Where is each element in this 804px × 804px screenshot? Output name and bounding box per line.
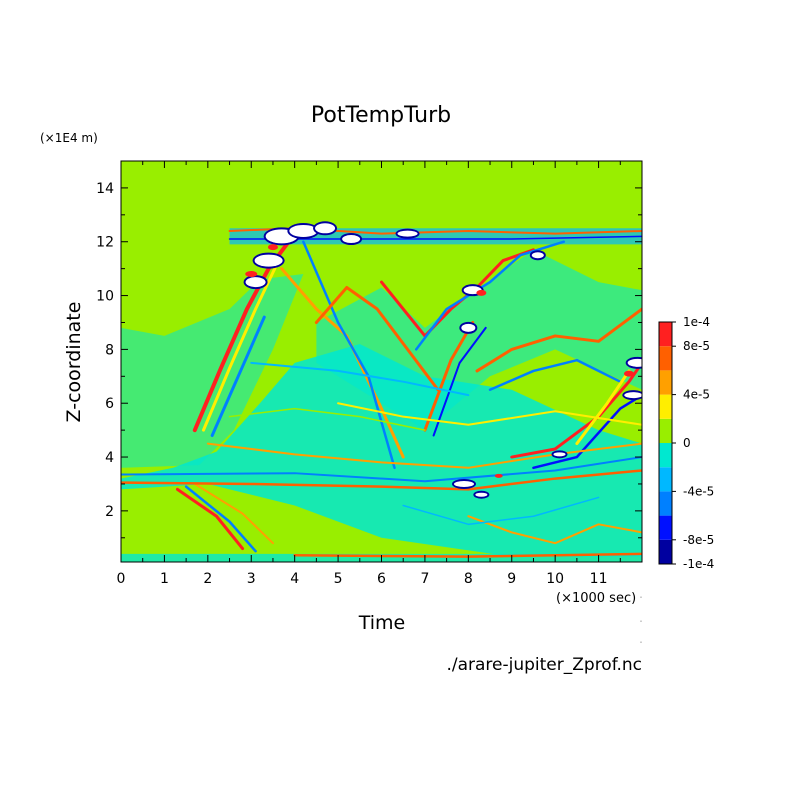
x-axis: 0 1 2 3 4 5 6 7 8 9 10 11	[117, 161, 621, 587]
colorbar-label: -1e-4	[683, 557, 714, 571]
field-band	[432, 326, 487, 437]
x-axis-label: Time	[358, 612, 406, 634]
field-band	[184, 485, 257, 553]
field-band	[228, 235, 642, 240]
chart-title: PotTempTurb	[311, 103, 451, 128]
extreme-patch	[289, 224, 318, 237]
colorbar-swatch	[659, 370, 672, 395]
x-tick-label: 6	[377, 571, 386, 587]
field-band	[175, 487, 245, 551]
colorbar-swatch	[659, 539, 672, 564]
extreme-patch	[245, 277, 266, 288]
colorbar-swatch	[659, 467, 672, 492]
field-band	[402, 496, 600, 526]
colorbar-label: -4e-5	[683, 484, 714, 498]
x-tick-label: 1	[160, 571, 169, 587]
extreme-patch	[627, 358, 642, 367]
colorbar-swatch	[659, 443, 672, 468]
field-band	[314, 285, 440, 392]
y-tick-label: 12	[96, 235, 114, 251]
field-region	[316, 249, 642, 431]
field-band	[193, 482, 274, 545]
extreme-patch	[494, 473, 503, 478]
y-tick-label: 2	[105, 504, 114, 520]
field-band	[228, 407, 426, 431]
extreme-patch	[531, 252, 544, 259]
x-tick-label: 10	[546, 571, 564, 587]
heatmap-field	[121, 221, 642, 562]
extreme-patch	[623, 370, 634, 377]
field-band	[302, 240, 396, 470]
colorbar-swatch	[659, 346, 672, 371]
extreme-patch	[553, 452, 566, 457]
field-band	[210, 315, 266, 438]
colorbar-swatch	[659, 418, 672, 443]
y-axis: 2 4 6 8 10 12 14	[96, 181, 642, 539]
y-tick-label: 14	[96, 181, 114, 197]
field-band	[206, 442, 642, 469]
colorbar-label: 4e-5	[683, 388, 710, 402]
colorbar-label: -8e-5	[683, 533, 714, 547]
colorbar-swatch	[659, 491, 672, 516]
colorbar-swatch	[659, 322, 672, 347]
field-region	[121, 274, 304, 468]
extreme-patch	[342, 235, 361, 244]
y-tick-label: 4	[105, 450, 114, 466]
field-band	[475, 307, 642, 373]
x-tick-label: 4	[290, 571, 299, 587]
field-band	[532, 393, 642, 470]
field-region	[121, 344, 642, 557]
colorbar-swatch	[659, 515, 672, 540]
field-band	[337, 402, 642, 426]
x-tick-label: 5	[334, 571, 343, 587]
extreme-patch	[397, 230, 418, 237]
marker-dot-2: ˙	[639, 620, 643, 629]
x-tick-label: 9	[507, 571, 516, 587]
x-tick-label: 8	[464, 571, 473, 587]
footnote: ./arare-jupiter_Zprof.nc	[446, 655, 642, 675]
field-band	[488, 358, 622, 392]
marker-dot-3: ˙	[639, 641, 643, 650]
extreme-patch	[461, 323, 476, 332]
y-tick-label: 8	[105, 342, 114, 358]
field-band	[250, 361, 470, 397]
field-band	[121, 469, 642, 491]
extreme-patch	[315, 223, 336, 234]
extreme-patch	[476, 289, 487, 296]
extreme-patch	[254, 254, 283, 267]
field-band	[201, 261, 279, 432]
x-tick-label: 0	[117, 571, 126, 587]
x-tick-label: 7	[420, 571, 429, 587]
x-tick-label: 3	[247, 571, 256, 587]
colorbar-swatch	[659, 394, 672, 419]
field-band	[575, 369, 631, 446]
field-band	[121, 456, 642, 483]
x-tick-label: 2	[203, 571, 212, 587]
colorbar: 1e-4 8e-5 4e-5 0 -4e-5 -8e-5 -1e-4	[658, 315, 714, 571]
extreme-patch	[453, 480, 474, 487]
y-unit-label: (×1E4 m)	[40, 131, 98, 145]
x-tick-label: 11	[590, 571, 608, 587]
field-band	[423, 320, 475, 432]
extreme-patch	[267, 244, 278, 251]
colorbar-label: 8e-5	[683, 339, 710, 353]
extreme-patch	[475, 492, 488, 497]
marker-dot-1: ˙	[639, 596, 643, 605]
extreme-patch	[245, 271, 258, 278]
y-tick-label: 6	[105, 396, 114, 412]
extreme-patch	[624, 392, 642, 399]
colorbar-label: 1e-4	[683, 315, 710, 329]
field-band	[467, 515, 642, 545]
y-axis-label: Z-coordinate	[63, 302, 85, 423]
colorbar-label: 0	[683, 436, 691, 450]
y-tick-label: 10	[96, 289, 114, 305]
x-unit-label: (×1000 sec)	[556, 591, 636, 606]
